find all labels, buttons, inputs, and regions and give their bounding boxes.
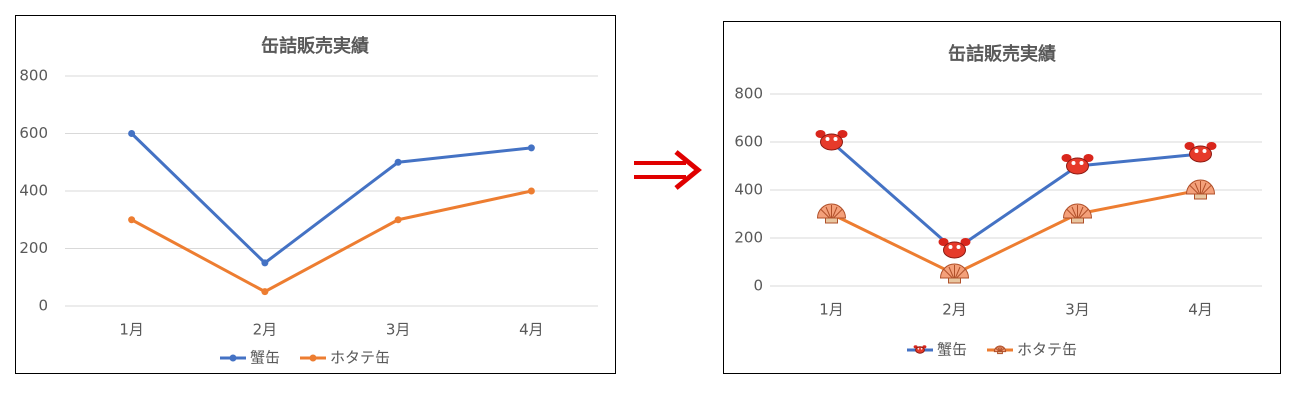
icon-part [1194,193,1207,200]
chart-title: 缶詰販売実績 [261,35,369,57]
legend-label: ホタテ缶 [1017,341,1077,359]
x-tick-label: 3月 [1065,301,1090,319]
icon-part [938,238,949,246]
icon-part [833,137,838,141]
legend-label: 蟹缶 [937,341,967,359]
marker [261,288,269,296]
series-line [830,188,1201,276]
icon-part [956,245,961,249]
x-tick-label: 3月 [386,321,411,339]
legend-marker [309,354,317,362]
picture-marker [938,238,971,259]
y-tick-label: 600 [734,133,763,151]
series-line [130,132,532,265]
x-tick-label: 1月 [819,301,844,319]
icon-part [1079,161,1084,165]
y-tick-label: 200 [734,229,763,247]
icon-part [1061,154,1072,162]
icon-part [917,348,920,350]
icon-part [960,238,971,246]
icon-part [837,130,848,138]
x-tick-label: 4月 [1188,301,1213,319]
legend-icon [913,345,927,354]
icon-part [1206,142,1217,150]
icon-part [1066,157,1089,175]
marker [527,187,535,195]
series-line [830,140,1201,252]
marker [128,216,136,224]
marker [527,144,535,152]
icon-part [948,245,953,249]
icon-part [943,241,966,259]
chart-title: 缶詰販売実績 [948,43,1056,65]
picture-marker [1061,154,1094,175]
y-tick-label: 400 [19,182,48,200]
series-line [130,189,532,294]
y-tick-label: 0 [753,277,763,295]
y-tick-label: 800 [734,85,763,103]
y-tick-label: 0 [38,297,48,315]
icon-part [1071,161,1076,165]
marker [394,158,402,166]
legend-label: 蟹缶 [250,349,280,367]
marker [128,130,136,137]
y-tick-label: 800 [19,67,48,85]
picture-marker [939,263,970,284]
y-tick-label: 400 [734,181,763,199]
icon-part [825,217,838,224]
icon-part [825,137,830,141]
x-tick-label: 4月 [519,321,544,339]
icon-part [820,133,843,151]
legend-icon [993,345,1007,355]
icon-part [1083,154,1094,162]
marker [261,259,269,267]
x-tick-label: 1月 [119,321,144,339]
picture-marker [1062,203,1093,224]
arrow [634,150,702,190]
legend-marker [229,354,237,362]
icon-part [915,346,925,354]
icon-part [815,130,826,138]
legend-label: ホタテ缶 [330,349,390,367]
x-tick-label: 2月 [942,301,967,319]
icon-part [1189,145,1212,163]
icon-part [948,277,961,284]
y-tick-label: 200 [19,239,48,257]
chart-frame [723,21,1281,374]
icon-part [1202,149,1207,153]
icon-part [1184,142,1195,150]
x-tick-label: 2月 [253,321,278,339]
marker [394,216,402,224]
y-tick-label: 600 [19,124,48,142]
icon-part [920,348,923,350]
picture-marker [815,130,848,151]
picture-marker [1184,142,1217,163]
icon-part [1194,149,1199,153]
icon-part [1071,217,1084,224]
picture-marker [816,203,847,224]
picture-marker [1185,179,1216,200]
icon-part [997,351,1003,355]
